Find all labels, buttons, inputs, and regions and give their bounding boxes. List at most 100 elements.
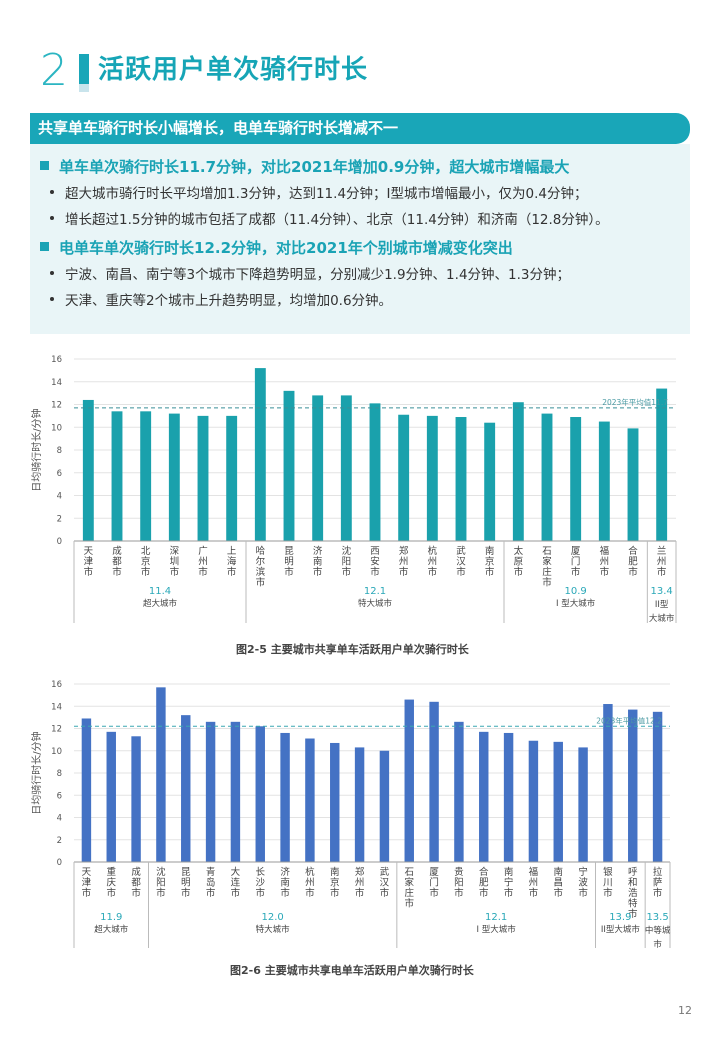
ebike-ride-duration-chart: 0 2 4 6 8 10 12 14 16 日均骑行时长/分钟 2023年平均值12.2 天津市 重庆市… bbox=[30, 680, 671, 950]
section-accent-bar bbox=[79, 54, 89, 84]
bar bbox=[205, 721, 216, 862]
x-tick-label: 合肥市 bbox=[628, 545, 638, 578]
y-tick-label: 16 bbox=[51, 355, 62, 365]
y-tick-label: 12 bbox=[51, 725, 62, 735]
point-heading-text: 单车单次骑行时长11.7分钟，对比2021年增加0.9分钟，超大城市增幅最大 bbox=[59, 158, 570, 176]
y-tick-label: 6 bbox=[57, 469, 62, 479]
x-tick-label: 南宁市 bbox=[504, 866, 514, 899]
point-heading-2: 电单车单次骑行时长12.2分钟，对比2021年个别城市增减变化突出 bbox=[40, 237, 513, 259]
y-axis-label: 日均骑行时长/分钟 bbox=[30, 731, 43, 814]
bar bbox=[578, 747, 588, 862]
x-tick-label: 郑州市 bbox=[399, 545, 409, 578]
bar bbox=[156, 687, 166, 862]
y-tick-label: 4 bbox=[57, 814, 62, 824]
bar bbox=[81, 718, 92, 862]
group-average-label: 10.9 bbox=[565, 586, 587, 597]
x-tick-label: 银川市 bbox=[603, 866, 613, 899]
x-tick-label: 青岛市 bbox=[206, 866, 216, 899]
bar bbox=[598, 421, 610, 541]
bar bbox=[354, 747, 365, 862]
x-tick-label: 南京市 bbox=[330, 866, 340, 899]
reference-label: 2023年平均值11.7 bbox=[602, 397, 668, 407]
y-tick-label: 2 bbox=[57, 836, 62, 846]
bar bbox=[528, 740, 539, 862]
x-tick-label: 上海市 bbox=[227, 546, 237, 578]
x-tick-label: 福州市 bbox=[529, 866, 539, 899]
group-name-label: II型 bbox=[655, 600, 669, 610]
x-tick-label: 兰州市 bbox=[657, 545, 667, 578]
section-accent-bar-light bbox=[79, 84, 89, 92]
x-tick-label: 贵阳市 bbox=[454, 866, 464, 899]
bar bbox=[230, 721, 241, 862]
bar bbox=[255, 726, 265, 862]
x-tick-label: 重庆市 bbox=[106, 866, 116, 899]
x-tick-label: 厦门市 bbox=[429, 867, 439, 899]
bar bbox=[628, 709, 638, 862]
bar bbox=[479, 731, 489, 862]
y-tick-label: 8 bbox=[57, 769, 62, 779]
bar bbox=[181, 715, 191, 862]
x-tick-label: 天津市 bbox=[84, 546, 94, 578]
x-tick-label: 成都市 bbox=[112, 545, 122, 578]
point-heading-text: 电单车单次骑行时长12.2分钟，对比2021年个别城市增减变化突出 bbox=[59, 239, 513, 257]
group-average-label: 13.5 bbox=[646, 912, 668, 923]
y-tick-label: 12 bbox=[51, 401, 62, 411]
bar bbox=[140, 411, 152, 541]
bullet-text: 天津、重庆等2个城市上升趋势明显，均增加0.6分钟。 bbox=[65, 293, 393, 309]
group-name-label: II型大城市 bbox=[601, 924, 641, 935]
group-name-label: I 型大城市 bbox=[477, 924, 517, 935]
bar bbox=[553, 741, 563, 862]
group-name-label: 特大城市 bbox=[256, 924, 291, 935]
bar bbox=[312, 395, 324, 541]
bullet-item: 超大城市骑行时长平均增加1.3分钟，达到11.4分钟；I型城市增幅最小，仅为0.… bbox=[50, 184, 587, 204]
y-tick-label: 2 bbox=[57, 514, 62, 524]
x-tick-label: 西安市 bbox=[370, 546, 380, 578]
group-average-label: 12.1 bbox=[485, 912, 507, 923]
y-tick-label: 0 bbox=[57, 537, 62, 547]
y-tick-label: 4 bbox=[57, 492, 62, 502]
bullet-item: 增长超过1.5分钟的城市包括了成都（11.4分钟）、北京（11.4分钟）和济南（… bbox=[50, 210, 609, 230]
square-bullet-icon bbox=[40, 161, 49, 170]
group-average-label: 12.1 bbox=[364, 586, 386, 597]
x-tick-label: 太原市 bbox=[514, 545, 524, 578]
dot-bullet-icon bbox=[50, 190, 54, 194]
bar bbox=[429, 701, 439, 862]
bar bbox=[330, 742, 340, 862]
x-tick-label: 武汉市 bbox=[456, 545, 466, 578]
bullet-text: 宁波、南昌、南宁等3个城市下降趋势明显，分别减少1.9分钟、1.4分钟、1.3分… bbox=[65, 267, 570, 283]
bar bbox=[404, 699, 414, 862]
group-name-label: I 型大城市 bbox=[556, 598, 596, 609]
x-tick-label: 长沙市 bbox=[255, 866, 265, 899]
bar bbox=[280, 732, 290, 862]
bar bbox=[570, 417, 582, 541]
group-name-label: 市 bbox=[653, 939, 662, 950]
bar bbox=[369, 403, 381, 541]
x-tick-label: 拉萨市 bbox=[653, 866, 663, 899]
page-number: 12 bbox=[678, 1004, 692, 1017]
y-tick-label: 16 bbox=[51, 680, 62, 690]
bar bbox=[484, 422, 496, 541]
chart-caption: 图2-6 主要城市共享电单车活跃用户单次骑行时长 bbox=[230, 964, 474, 977]
x-tick-label: 呼和浩特市 bbox=[628, 867, 638, 920]
summary-box bbox=[30, 144, 690, 334]
bar bbox=[131, 736, 141, 862]
y-tick-label: 14 bbox=[51, 378, 62, 388]
bar bbox=[652, 711, 663, 862]
reference-label: 2023年平均值12.2 bbox=[596, 715, 662, 725]
group-name-label: 大城市 bbox=[649, 613, 675, 624]
chart-caption: 图2-5 主要城市共享单车活跃用户单次骑行时长 bbox=[236, 643, 469, 656]
bullet-item: 天津、重庆等2个城市上升趋势明显，均增加0.6分钟。 bbox=[50, 291, 392, 311]
bar bbox=[454, 721, 464, 862]
bar bbox=[168, 413, 180, 541]
bar bbox=[283, 390, 295, 541]
dot-bullet-icon bbox=[50, 271, 54, 275]
bar bbox=[503, 732, 514, 862]
bike-ride-duration-chart: 0 2 4 6 8 10 12 14 16 日均骑行时长/分钟 2023年平均值11.7 天津市 成都市… bbox=[30, 355, 677, 624]
group-name-label: 中等城 bbox=[645, 925, 671, 936]
bar bbox=[82, 399, 94, 541]
y-tick-label: 10 bbox=[51, 423, 62, 433]
bar bbox=[512, 402, 524, 541]
x-tick-label: 厦门市 bbox=[571, 546, 581, 578]
summary-banner: 共享单车骑行时长小幅增长，电单车骑行时长增减不一 bbox=[30, 113, 690, 144]
x-tick-label: 成都市 bbox=[131, 866, 141, 899]
